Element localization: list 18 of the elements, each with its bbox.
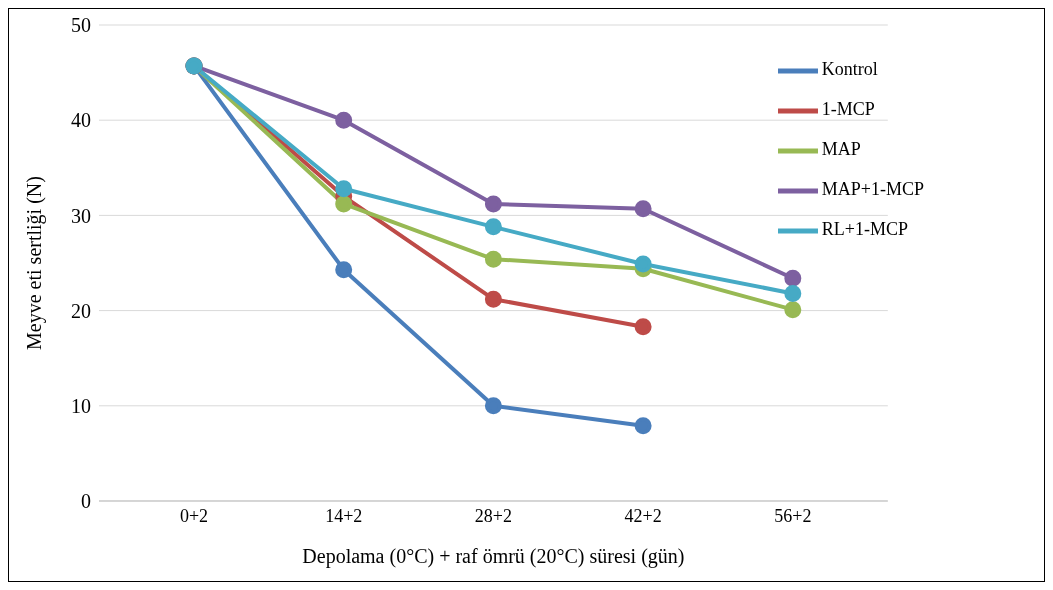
y-axis-title: Meyve eti sertliği (N) <box>23 176 47 350</box>
y-tick-label: 0 <box>81 490 91 513</box>
legend-label: MAP <box>821 139 861 160</box>
y-tick-label: 40 <box>71 109 91 132</box>
legend-label: RL+1-MCP <box>821 219 908 240</box>
legend-label: 1-MCP <box>821 99 875 120</box>
x-axis-title: Depolama (0°C) + raf ömrü (20°C) süresi (gün) <box>302 545 685 568</box>
y-tick-label: 20 <box>71 299 91 322</box>
x-tick-label: 42+2 <box>624 505 662 526</box>
y-tick-label: 50 <box>71 14 91 37</box>
x-tick-label: 56+2 <box>774 505 812 526</box>
legend-label: MAP+1-MCP <box>821 179 924 200</box>
y-tick-label: 10 <box>71 394 91 417</box>
y-tick-label: 30 <box>71 204 91 227</box>
x-tick-label: 14+2 <box>325 505 363 526</box>
x-tick-label: 28+2 <box>474 505 512 526</box>
legend-label: Kontrol <box>821 59 878 80</box>
x-tick-label: 0+2 <box>179 505 209 526</box>
